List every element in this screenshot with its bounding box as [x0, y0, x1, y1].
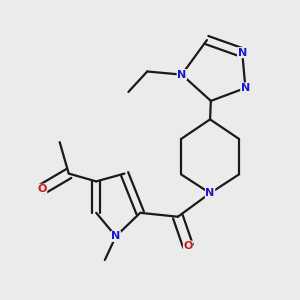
- Text: N: N: [177, 70, 186, 80]
- Text: N: N: [238, 48, 247, 58]
- Text: N: N: [241, 83, 250, 93]
- Text: O: O: [37, 184, 47, 194]
- Text: N: N: [111, 231, 121, 242]
- Text: O: O: [183, 241, 193, 251]
- Text: N: N: [206, 188, 215, 198]
